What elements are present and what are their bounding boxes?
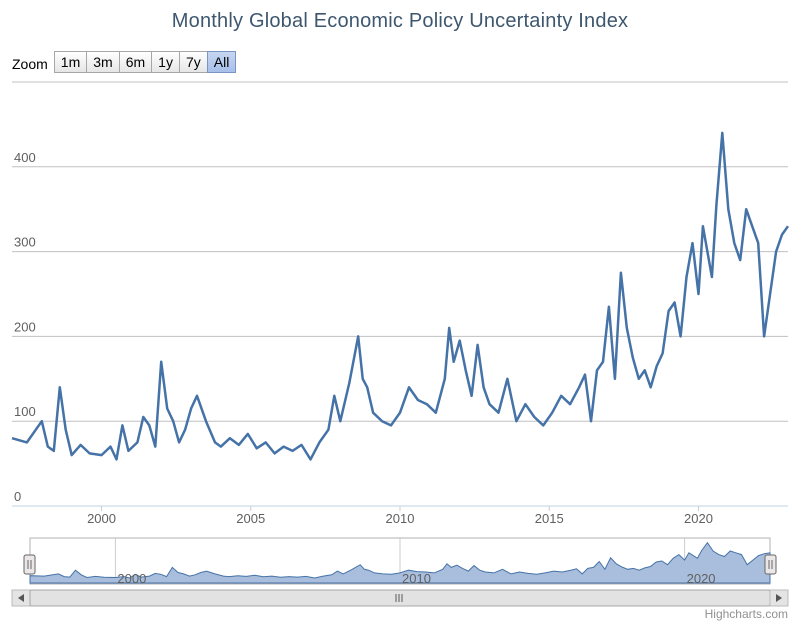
chart-title: Monthly Global Economic Policy Uncertain… xyxy=(171,10,629,32)
x-tick-label: 2005 xyxy=(236,511,265,526)
y-tick-label: 100 xyxy=(14,404,36,419)
zoom-button-1y[interactable]: 1y xyxy=(151,51,180,73)
navigator-tick-labels: 2000 2010 2020 xyxy=(117,571,715,586)
navigator-tick-label: 2010 xyxy=(402,571,431,586)
scrollbar-right-arrow[interactable] xyxy=(769,589,789,607)
navigator-tick-label: 2020 xyxy=(687,571,716,586)
scrollbar-left-arrow[interactable] xyxy=(11,589,31,607)
scrollbar[interactable] xyxy=(11,589,789,607)
y-tick-label: 200 xyxy=(14,319,36,334)
zoom-button-6m[interactable]: 6m xyxy=(118,51,153,73)
navigator[interactable]: 2000 2010 2020 xyxy=(23,537,777,586)
navigator-tick-label: 2000 xyxy=(117,571,146,586)
series-line xyxy=(11,131,790,461)
zoom-button-7y[interactable]: 7y xyxy=(178,51,208,73)
zoom-button-1m[interactable]: 1m xyxy=(53,51,88,73)
zoom-bar: Zoom 1m 3m 6m 1y 7y All xyxy=(12,50,237,74)
credits-link[interactable]: Highcharts.com xyxy=(704,607,788,621)
navigator-area xyxy=(29,541,771,584)
navigator-right-handle[interactable] xyxy=(764,554,777,575)
x-axis: 2000 2005 2010 2015 2020 xyxy=(12,505,788,526)
x-tick-label: 2010 xyxy=(386,511,415,526)
y-tick-label: 300 xyxy=(14,235,36,250)
scrollbar-thumb[interactable] xyxy=(29,589,771,607)
zoom-button-3m[interactable]: 3m xyxy=(86,51,120,73)
zoom-button-all[interactable]: All xyxy=(206,51,237,73)
zoom-label: Zoom xyxy=(12,56,48,72)
y-tick-label: 0 xyxy=(14,489,21,504)
y-axis: 0 100 200 300 400 xyxy=(14,150,36,504)
x-tick-label: 2020 xyxy=(684,511,713,526)
navigator-left-handle[interactable] xyxy=(23,554,36,575)
x-tick-label: 2000 xyxy=(87,511,116,526)
y-tick-label: 400 xyxy=(14,150,36,165)
x-tick-label: 2015 xyxy=(535,511,564,526)
y-gridlines xyxy=(12,81,788,507)
